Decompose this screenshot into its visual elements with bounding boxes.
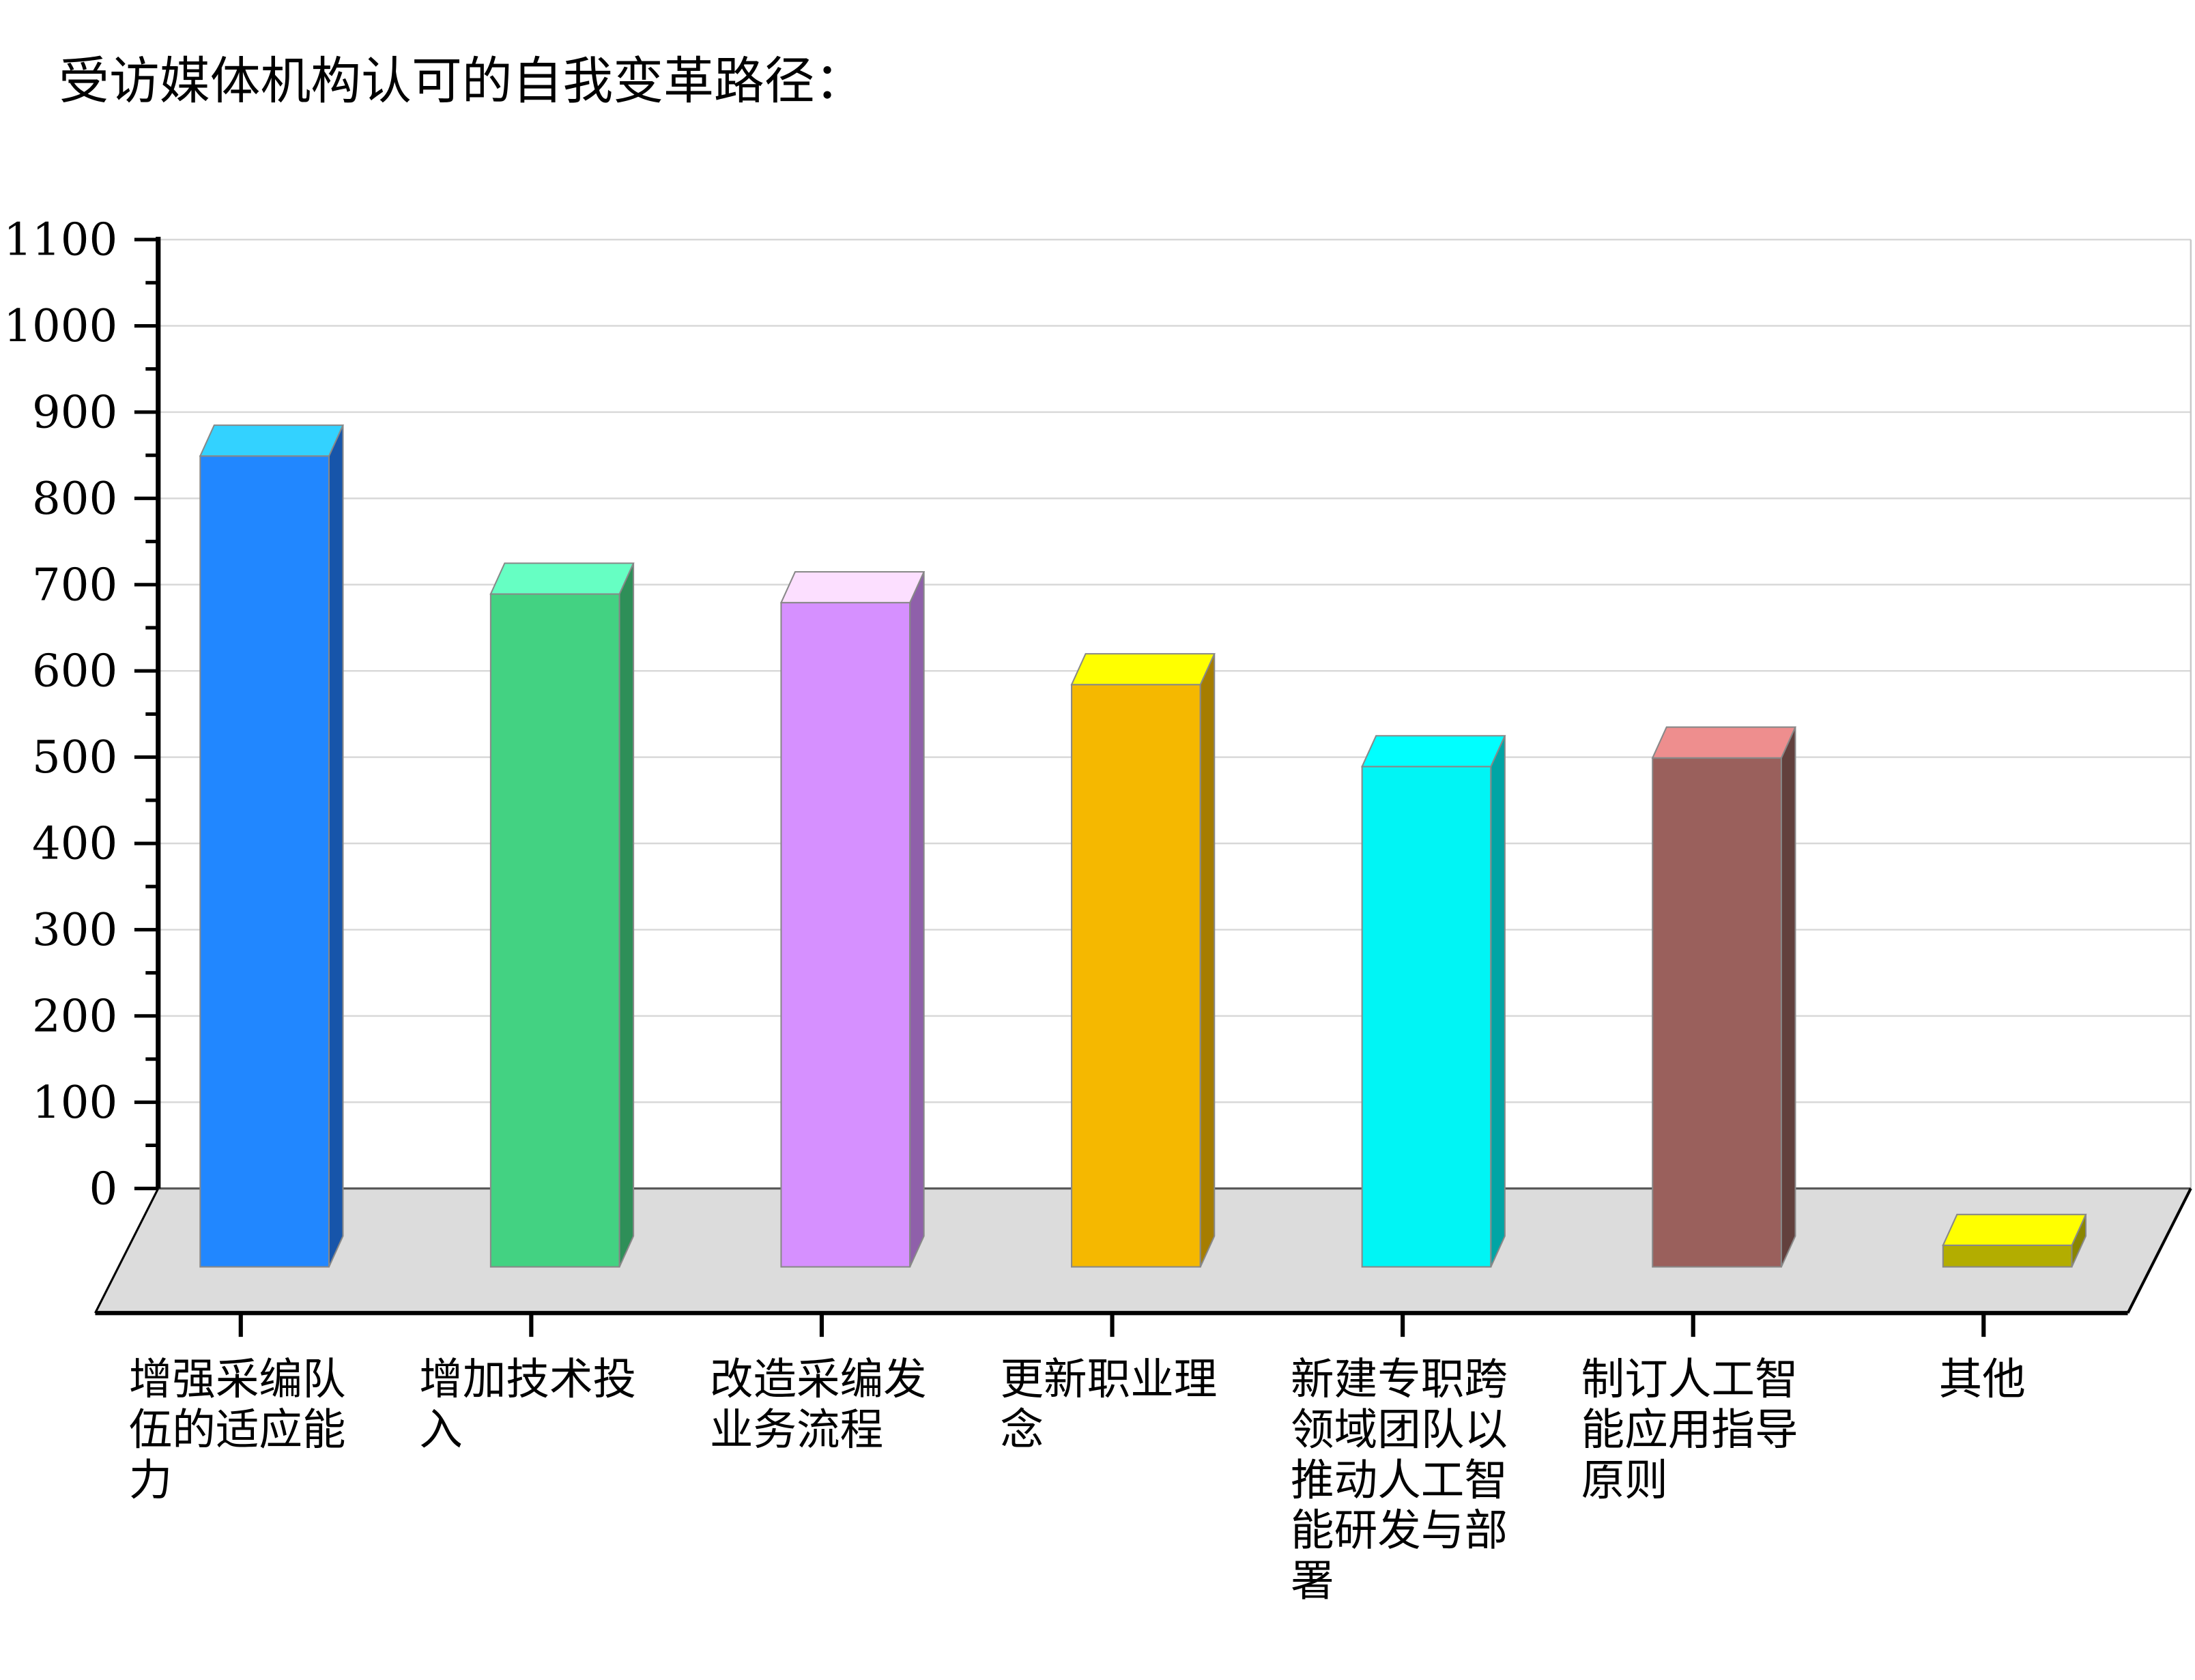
x-tick-label: 力 (129, 1455, 173, 1505)
bar-top-face (1651, 726, 1797, 759)
x-tick-label: 署 (1291, 1556, 1334, 1606)
bar (1942, 1213, 2087, 1268)
y-tick-label: 1100 (3, 214, 117, 266)
x-tick-label: 增强采编队 (129, 1354, 346, 1404)
bar-top-face (489, 562, 635, 595)
bar (489, 562, 635, 1268)
bar-front-face (1942, 1244, 2073, 1268)
y-tick-label: 600 (32, 646, 117, 697)
x-tick-label: 增加技术投 (419, 1354, 636, 1404)
bar-front-face (1361, 766, 1492, 1268)
x-tick-label: 新建专职跨 (1291, 1354, 1508, 1404)
bar (199, 424, 345, 1268)
y-tick-label: 200 (32, 990, 117, 1042)
bar-front-face (780, 602, 911, 1268)
x-tick-label: 制订人工智 (1581, 1354, 1798, 1404)
y-tick-label: 400 (32, 818, 117, 870)
x-tick-label: 其他 (1939, 1354, 2026, 1404)
bar-front-face (1652, 757, 1782, 1268)
x-tick-label: 业务流程 (710, 1404, 883, 1455)
x-tick-label: 改造采编发 (710, 1354, 927, 1404)
y-tick-label: 1000 (3, 300, 117, 352)
floor-right-edge (2126, 1187, 2192, 1314)
bar-front-face (489, 593, 620, 1268)
bar-top-face (1942, 1213, 2087, 1246)
x-tick-label: 伍的适应能 (129, 1404, 346, 1455)
y-tick-label: 700 (32, 559, 117, 611)
bar-front-face (1071, 684, 1201, 1268)
bar-side-face (618, 562, 635, 1267)
bar (1651, 726, 1797, 1268)
x-tick-label: 推动人工智 (1291, 1455, 1508, 1505)
x-tick-label: 更新职业理 (1000, 1354, 1217, 1404)
bar (1070, 653, 1216, 1268)
bar-front-face (199, 455, 330, 1268)
x-tick-label: 念 (1000, 1404, 1044, 1455)
y-tick-label: 100 (32, 1077, 117, 1129)
y-axis: 0 100 200 300 400 500 600 700 800 900 1000 1100 (3, 214, 161, 1215)
bar-side-face (909, 571, 925, 1267)
y-tick-label: 900 (32, 387, 117, 439)
y-tick-label: 300 (32, 904, 117, 956)
bar-side-face (1780, 727, 1796, 1267)
x-tick-label: 能研发与部 (1291, 1505, 1508, 1556)
bar-top-face (1070, 653, 1216, 686)
chart-title: 受访媒体机构认可的自我变革路径： (59, 52, 865, 111)
bars (199, 424, 2087, 1268)
y-tick-label: 0 (89, 1163, 118, 1215)
bar-top-face (199, 424, 345, 457)
bar-side-face (328, 424, 344, 1267)
x-tick-label: 入 (419, 1404, 463, 1455)
floor-left-edge (94, 1188, 160, 1314)
bar-top-face (779, 570, 926, 604)
y-tick-label: 500 (32, 732, 117, 783)
bar (1361, 735, 1506, 1268)
bar-top-face (1361, 735, 1506, 768)
x-tick-label: 领域团队以 (1291, 1404, 1508, 1455)
x-tick-label: 原则 (1581, 1455, 1668, 1505)
bar-side-face (1490, 735, 1506, 1267)
bar (779, 570, 926, 1268)
bar-side-face (1199, 653, 1216, 1267)
y-tick-label: 800 (32, 473, 117, 525)
x-tick-label: 能应用指导 (1581, 1404, 1798, 1455)
